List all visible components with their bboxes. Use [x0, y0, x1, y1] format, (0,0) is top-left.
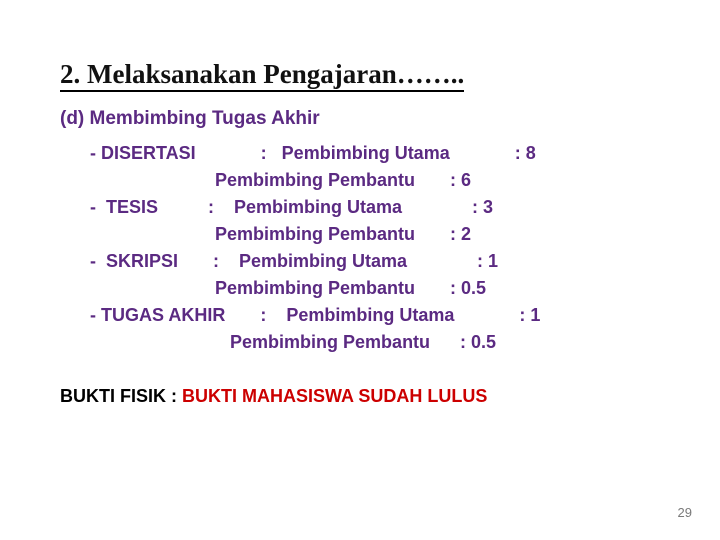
list-item: - SKRIPSI : Pembimbing Utama : 1 — [90, 248, 670, 275]
bukti-value: BUKTI MAHASISWA SUDAH LULUS — [182, 386, 487, 406]
list-item: - DISERTASI : Pembimbing Utama : 8 — [90, 140, 670, 167]
list-item: Pembimbing Pembantu : 6 — [90, 167, 670, 194]
list-item: Pembimbing Pembantu : 0.5 — [90, 329, 670, 356]
content-block: - DISERTASI : Pembimbing Utama : 8 Pembi… — [60, 140, 670, 356]
bukti-fisik: BUKTI FISIK : BUKTI MAHASISWA SUDAH LULU… — [60, 386, 670, 407]
section-label: (d) Membimbing Tugas Akhir — [60, 108, 670, 130]
list-item: Pembimbing Pembantu : 2 — [90, 221, 670, 248]
bukti-label: BUKTI FISIK : — [60, 386, 182, 406]
list-item: - TESIS : Pembimbing Utama : 3 — [90, 194, 670, 221]
slide-number: 29 — [678, 505, 692, 520]
list-item: - TUGAS AKHIR : Pembimbing Utama : 1 — [90, 302, 670, 329]
list-item: Pembimbing Pembantu : 0.5 — [90, 275, 670, 302]
page-title: 2. Melaksanakan Pengajaran…….. — [60, 60, 464, 92]
